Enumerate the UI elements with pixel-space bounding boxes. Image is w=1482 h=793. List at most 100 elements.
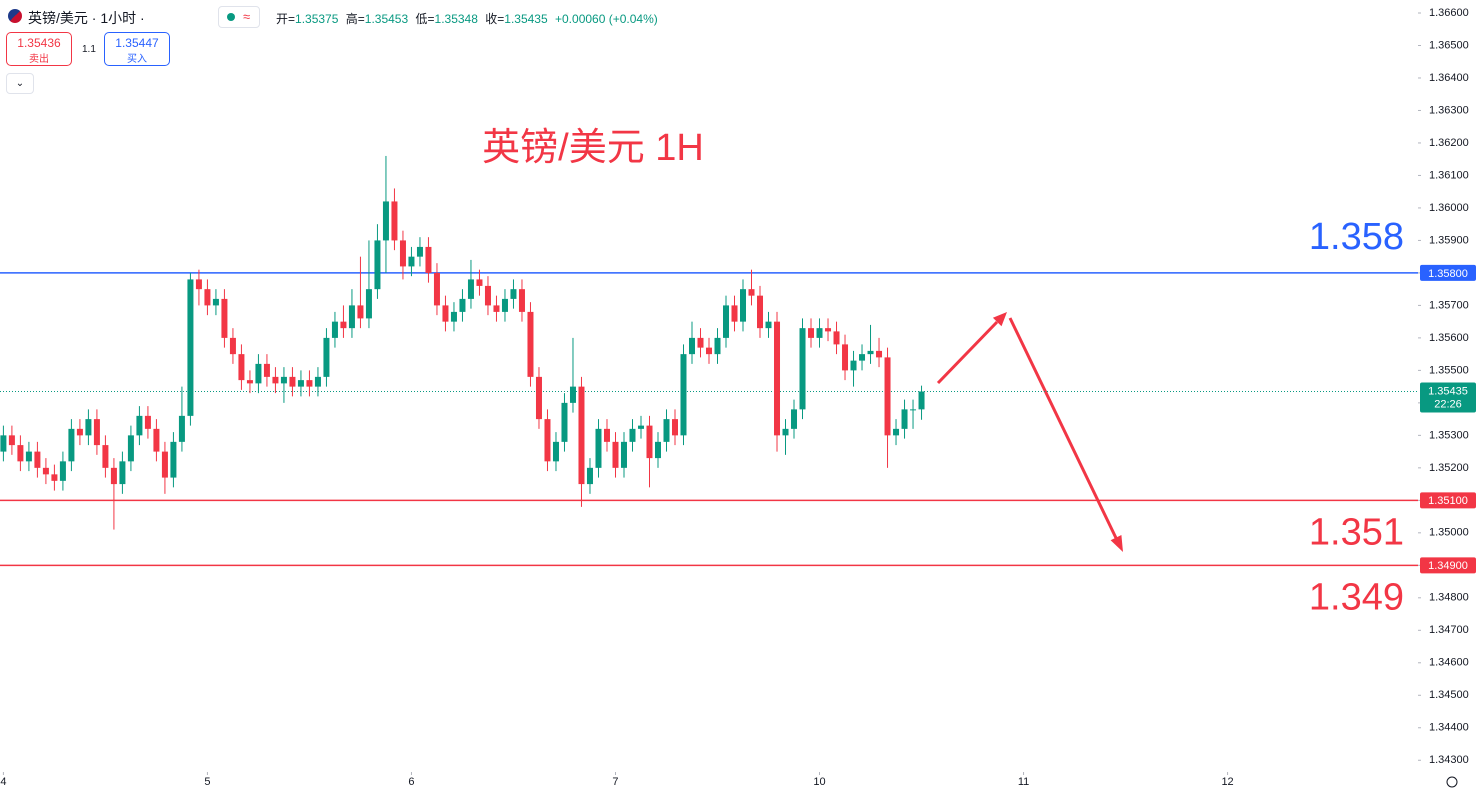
candle-body [688,337,695,355]
y-tick-label: 1.34300 [1429,754,1469,766]
candle-body [552,441,559,462]
candle-body [68,428,75,462]
candle-body [85,419,92,436]
candle-body [578,386,585,485]
candle-body [654,441,661,459]
candle-body [901,409,908,429]
y-tick-label: 1.34500 [1429,689,1469,701]
candle-body [119,461,126,485]
candle-body [42,467,49,475]
candle-body [17,445,24,462]
x-tick-label: 6 [408,776,414,788]
candle-body [476,279,483,286]
x-tick-label: 10 [813,776,825,788]
y-tick-label: 1.34400 [1429,722,1469,734]
candle-body [765,321,772,329]
candle-body [782,428,789,436]
candle-body [637,425,644,429]
y-tick-label: 1.34800 [1429,592,1469,604]
candle-body [59,461,66,481]
candle-body [365,289,372,319]
candle-body [808,328,815,338]
level-tag-label: 1.34900 [1428,560,1468,572]
candle-body [799,328,806,410]
level-label: 1.351 [1309,511,1404,553]
candle-body [918,391,925,410]
y-tick-label: 1.36400 [1429,72,1469,84]
ohlc-value: 1.35348 [434,12,478,26]
buy-label: 买入 [127,54,147,65]
candle-body [425,246,432,273]
plot: 1.36600 1.36500 1.36400 1.36300 1.36200 1.361… [0,7,1469,788]
candle-body [816,328,823,338]
collapse-button[interactable]: ⌄ [6,73,34,94]
candle-body [433,272,440,306]
sell-button[interactable]: 1.35436 卖出 [6,32,72,66]
candle-body [280,376,287,384]
symbol[interactable]: 英镑/美元 · 1小时 · [28,10,145,26]
overlay: 1.358 1.35800 1.351 1.35100 1.349 1.34900 1.35… [1309,216,1476,618]
candle-body [561,402,568,442]
y-tick-label: 1.36300 [1429,104,1469,116]
candle-body [297,380,304,387]
flag-icon [8,9,22,23]
candle-body [501,298,508,312]
candle-body [306,380,313,387]
candle-body [586,467,593,485]
candle-body [569,386,576,403]
candle-body [212,298,219,306]
candle-body [833,331,840,345]
spread: 1.1 [82,44,96,55]
candle-body [161,451,168,478]
ohlc-label: 收= [485,12,505,26]
candle-body [459,298,466,312]
last-price-tag [1420,382,1476,413]
x-tick-label: 4 [0,776,6,788]
candle-body [153,428,160,452]
candle-body [374,240,381,290]
candle-body [527,311,534,377]
level-tag-label: 1.35800 [1428,268,1468,280]
buy-button[interactable]: 1.35447 买入 [104,32,170,66]
candle-body [357,305,364,319]
candle-body [76,428,83,436]
candle-body [51,474,58,481]
level-tag-label: 1.35100 [1428,495,1468,507]
candle-body [646,425,653,459]
x-tick-label: 11 [1018,776,1029,788]
candle-body [859,354,866,361]
sell-price: 1.35436 [17,36,61,50]
candle-body [774,321,781,436]
candle-body [93,419,100,446]
level-label: 1.349 [1309,576,1404,618]
candle-body [263,363,270,377]
candle-body [25,451,32,462]
candle-body [136,415,143,436]
mode-button[interactable]: ≈ [218,6,260,28]
candle-body [399,240,406,267]
last-price-label: 1.35435 [1428,385,1468,397]
settings-icon[interactable] [1446,776,1458,788]
candle-body [663,419,670,442]
candle-body [671,419,678,436]
y-tick-label: 1.36100 [1429,169,1469,181]
candle-body [416,246,423,257]
level-label: 1.358 [1309,216,1404,258]
candle-body [391,201,398,241]
candle-body [348,305,355,329]
candle-body [757,295,764,329]
candle-body [603,428,610,442]
candle-body [255,363,262,384]
y-tick-label: 1.36600 [1429,7,1469,19]
candle-body [238,354,245,381]
change: +0.00060 (+0.04%) [555,12,658,26]
candle-body [620,441,627,468]
y-tick-label: 1.35200 [1429,462,1469,474]
candle-body [178,415,185,442]
candle-body [706,347,712,355]
candle-body [289,376,296,387]
level-tag [1420,264,1476,281]
candle-body [680,354,687,436]
candle-body [102,445,109,468]
